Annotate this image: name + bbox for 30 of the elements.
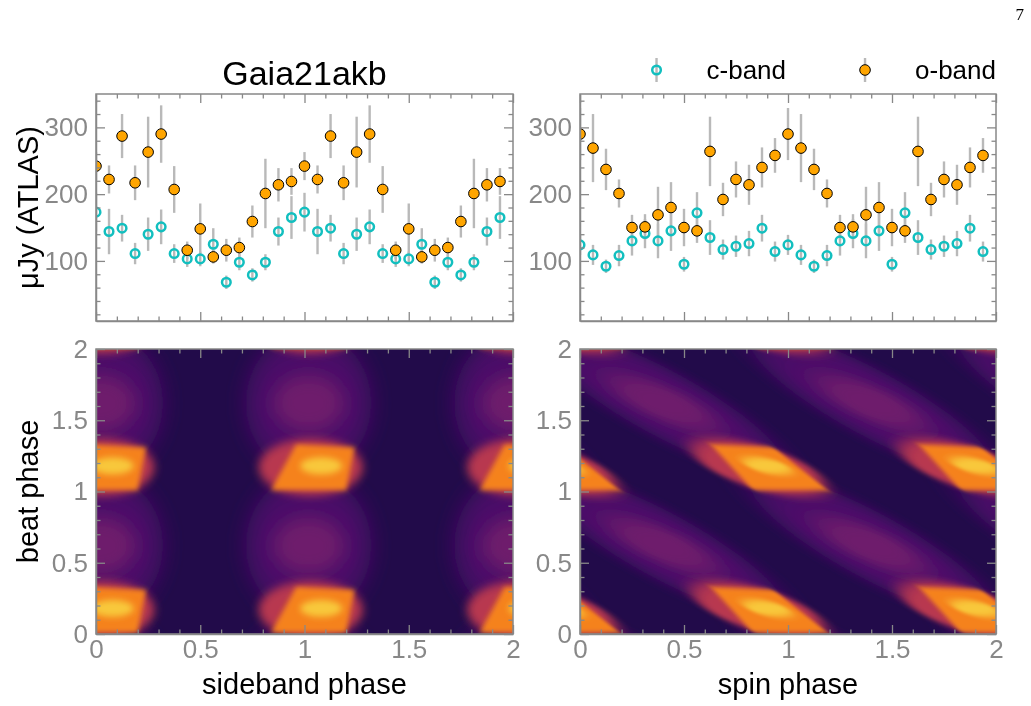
y-tick-label: 300 [528, 112, 572, 143]
y-axis-title: μJy (ATLAS) [12, 126, 44, 289]
x-tick-label: 0.5 [666, 634, 703, 665]
y-tick-label: 1.5 [51, 405, 88, 436]
text: 7 [1015, 5, 1025, 24]
y-tick-label: 2 [73, 333, 88, 364]
y-tick-label: 200 [44, 178, 88, 209]
x-tick-label: 1 [781, 634, 796, 665]
legend-label: c-band [706, 55, 787, 86]
y-tick-label: 200 [528, 178, 572, 209]
y-tick-label: 1 [557, 476, 572, 507]
y-axis-title: beat phase [12, 419, 44, 564]
legend-label: o-band [915, 55, 996, 86]
y-tick-label: 1 [73, 476, 88, 507]
y-tick-label: 2 [557, 333, 572, 364]
y-tick-label: 300 [44, 112, 88, 143]
x-tick-label: 1.5 [874, 634, 911, 665]
x-tick-label: 2 [989, 634, 1004, 665]
x-axis-title: sideband phase [202, 668, 407, 700]
chart-title: Gaia21akb [222, 54, 387, 92]
x-axis-title: spin phase [717, 668, 859, 700]
y-tick-label: 0.5 [51, 547, 88, 578]
y-tick-label: 100 [44, 245, 88, 276]
x-tick-label: 1 [297, 634, 313, 665]
y-tick-label: 0.5 [535, 547, 572, 578]
x-tick-label: 0.5 [182, 634, 219, 665]
y-tick-label: 100 [528, 245, 572, 276]
x-tick-label: 2 [506, 634, 521, 665]
y-tick-label: 1.5 [535, 405, 572, 436]
x-tick-label: 1.5 [391, 634, 428, 665]
